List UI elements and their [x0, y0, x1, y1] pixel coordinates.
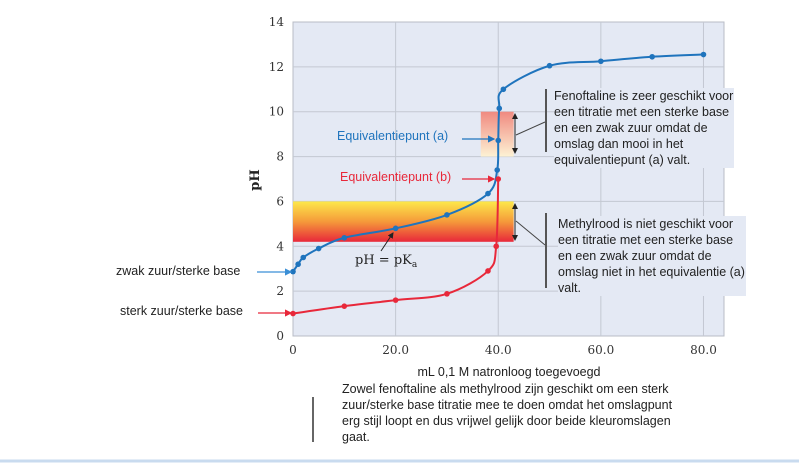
y-tick-label: 14 [269, 15, 285, 29]
data-point [649, 53, 655, 60]
data-point [290, 268, 296, 275]
note-bar-methylrood [545, 213, 547, 288]
data-point [700, 51, 707, 58]
data-point [341, 303, 348, 309]
data-point [598, 58, 604, 65]
data-point [500, 86, 507, 93]
data-point [300, 254, 307, 261]
data-point [392, 225, 399, 232]
note-bar-bottom [312, 397, 314, 442]
data-point [494, 167, 501, 173]
data-point [392, 297, 399, 303]
data-point [341, 234, 348, 241]
data-point [495, 176, 502, 182]
y-axis-label: pH [248, 169, 263, 190]
pka-label: pH = pKa [355, 253, 418, 270]
x-tick-label: 0 [289, 343, 297, 357]
y-tick-label: 10 [269, 105, 284, 119]
note-methylrood: Methylrood is niet geschikt voor een tit… [558, 216, 746, 296]
data-point [315, 245, 322, 252]
note-bottom: Zowel fenoftaline als methylrood zijn ge… [342, 381, 687, 445]
y-tick-label: 2 [276, 284, 284, 298]
y-tick-label: 4 [276, 239, 284, 253]
weak-acid-label: zwak zuur/sterke base [116, 264, 241, 278]
x-tick-label: 40.0 [485, 343, 512, 357]
note-bar-fenoftaline [545, 89, 547, 152]
data-point [290, 310, 296, 317]
equivalence-point-a-label: Equivalentiepunt (a) [337, 129, 448, 143]
data-point [485, 268, 491, 274]
note-fenoftaline: Fenoftaline is zeer geschikt voor een ti… [554, 88, 734, 168]
data-point [444, 212, 450, 218]
pka-arrow [380, 232, 394, 252]
data-point [485, 190, 491, 197]
y-tick-label: 0 [276, 329, 284, 343]
x-tick-label: 80.0 [690, 343, 717, 357]
data-point [546, 62, 553, 69]
methylrood-range-band [293, 201, 514, 242]
x-axis-label: mL 0,1 M natronloog toegevoegd [418, 365, 601, 379]
data-point [444, 291, 450, 297]
equivalence-point-b-label: Equivalentiepunt (b) [340, 170, 451, 184]
y-tick-label: 8 [276, 150, 284, 164]
callout-line-methylrood [515, 220, 546, 246]
data-point [495, 137, 502, 144]
y-tick-label: 6 [276, 194, 284, 208]
strong-acid-label: sterk zuur/sterke base [120, 304, 243, 318]
data-point [496, 105, 503, 112]
x-tick-label: 20.0 [382, 343, 409, 357]
data-point [295, 261, 301, 268]
data-point [493, 243, 499, 250]
x-tick-label: 60.0 [587, 343, 614, 357]
callout-line-fenoftaline [515, 121, 546, 136]
y-tick-label: 12 [269, 60, 284, 74]
